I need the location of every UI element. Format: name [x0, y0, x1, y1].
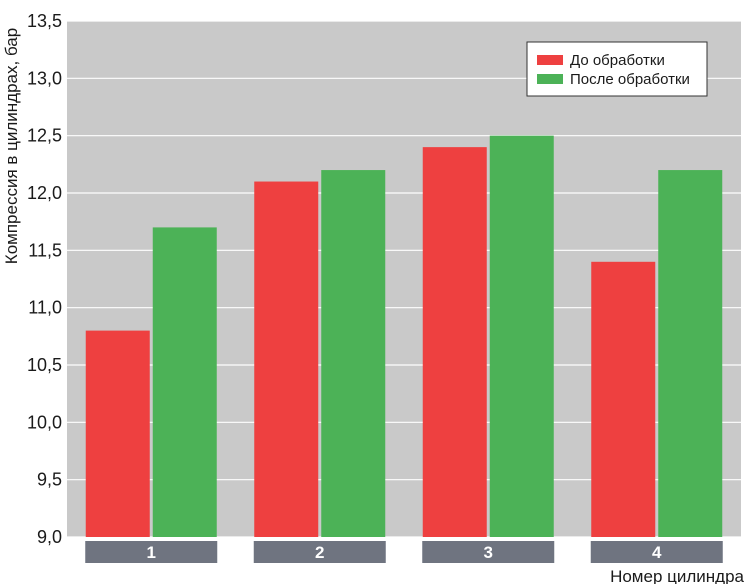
- y-tick-label: 10,5: [27, 355, 62, 375]
- y-tick-label: 9,5: [37, 470, 62, 490]
- category-label: 1: [147, 543, 156, 562]
- y-tick-label: 11,0: [28, 298, 62, 318]
- y-tick-label: 10,0: [27, 412, 62, 432]
- y-tick-label: 12,5: [27, 126, 62, 146]
- y-axis-ticks: 9,0 9,5 10,0 10,5 11,0 11,5 12,0 12,5 13,0 13,5: [27, 11, 62, 547]
- legend-label-before: До обработки: [570, 52, 665, 69]
- legend-swatch-before: [537, 55, 563, 65]
- y-tick-label: 12,0: [27, 183, 62, 203]
- bar-before-cyl-3: [422, 147, 487, 537]
- y-tick-label: 13,0: [27, 68, 62, 88]
- legend: До обработки После обработки: [526, 41, 708, 97]
- bar-after-cyl-4: [658, 170, 723, 538]
- y-tick-label: 13,5: [27, 11, 62, 31]
- bars: [85, 135, 723, 538]
- bar-before-cyl-2: [254, 181, 319, 538]
- y-tick-label: 9,0: [37, 527, 62, 547]
- legend-swatch-after: [537, 74, 563, 84]
- y-tick-label: 11,5: [28, 240, 62, 260]
- bar-after-cyl-1: [152, 227, 217, 537]
- bar-after-cyl-2: [321, 170, 386, 538]
- bar-before-cyl-1: [85, 330, 150, 537]
- category-tab: [422, 541, 555, 563]
- category-label: 2: [315, 543, 324, 562]
- bar-after-cyl-3: [489, 135, 554, 537]
- category-tab: [253, 541, 386, 563]
- legend-box: [526, 41, 708, 97]
- category-tab: [590, 541, 723, 563]
- category-label: 3: [484, 543, 493, 562]
- bar-before-cyl-4: [591, 261, 656, 537]
- legend-label-after: После обработки: [570, 71, 690, 88]
- category-tabs: 1 2 3 4: [85, 541, 723, 563]
- x-axis-title: Номер цилиндра: [610, 567, 744, 584]
- category-tab: [85, 541, 218, 563]
- y-axis-title: Компрессия в цилиндрах, бар: [2, 28, 21, 264]
- category-label: 4: [652, 543, 662, 562]
